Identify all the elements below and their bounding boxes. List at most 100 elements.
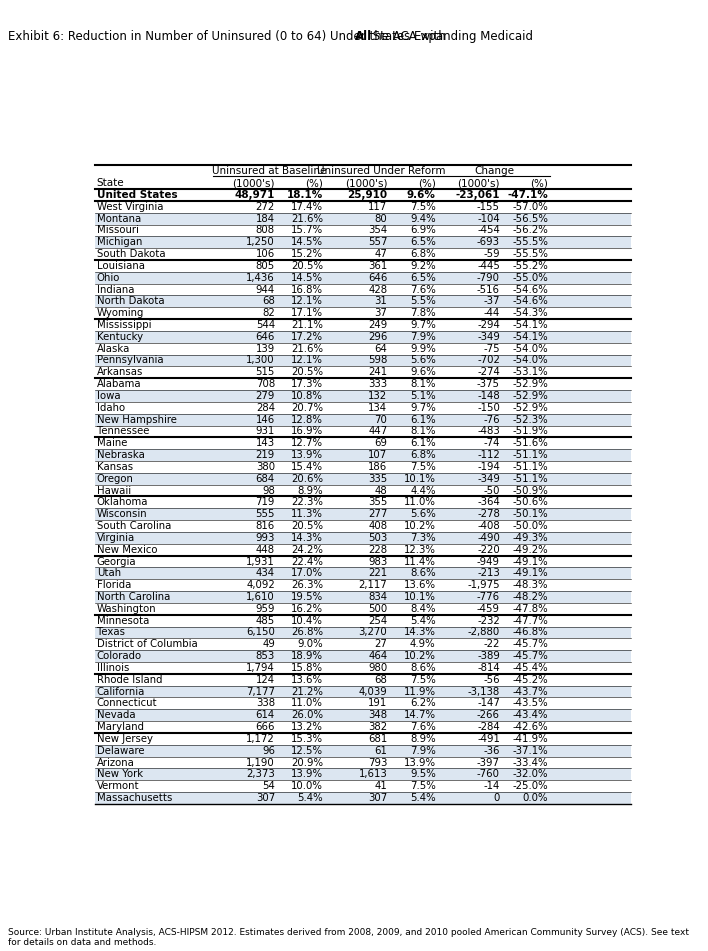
Text: -50.6%: -50.6% xyxy=(513,497,548,508)
Text: -104: -104 xyxy=(477,214,500,223)
Text: 69: 69 xyxy=(375,438,387,448)
Text: -51.6%: -51.6% xyxy=(513,438,548,448)
Text: 8.9%: 8.9% xyxy=(410,734,435,744)
Text: Missouri: Missouri xyxy=(97,225,139,236)
Text: 7.9%: 7.9% xyxy=(410,332,435,341)
Text: Maryland: Maryland xyxy=(97,722,144,732)
Text: 983: 983 xyxy=(368,556,387,567)
Text: -2,880: -2,880 xyxy=(468,628,500,637)
Text: 4,039: 4,039 xyxy=(359,687,387,696)
Text: Mississippi: Mississippi xyxy=(97,320,152,330)
Text: 9.2%: 9.2% xyxy=(410,261,435,271)
Text: 6.8%: 6.8% xyxy=(410,450,435,460)
Text: -76: -76 xyxy=(484,415,500,424)
Text: 10.2%: 10.2% xyxy=(404,521,435,531)
Text: 21.6%: 21.6% xyxy=(291,343,323,354)
Text: -52.9%: -52.9% xyxy=(513,403,548,413)
Text: 106: 106 xyxy=(256,249,275,259)
Text: (1000's): (1000's) xyxy=(232,178,275,188)
Text: 6,150: 6,150 xyxy=(246,628,275,637)
Text: 277: 277 xyxy=(368,509,387,519)
Text: 3,270: 3,270 xyxy=(359,628,387,637)
Text: 124: 124 xyxy=(256,675,275,685)
Text: 80: 80 xyxy=(375,214,387,223)
Text: 48: 48 xyxy=(375,486,387,495)
Text: 20.5%: 20.5% xyxy=(291,261,323,271)
Text: 191: 191 xyxy=(368,698,387,708)
Text: -364: -364 xyxy=(477,497,500,508)
Bar xyxy=(95,792,631,804)
Text: 382: 382 xyxy=(368,722,387,732)
Bar xyxy=(95,355,631,366)
Text: 8.6%: 8.6% xyxy=(410,569,435,578)
Text: 47: 47 xyxy=(375,249,387,259)
Text: 6.8%: 6.8% xyxy=(410,249,435,259)
Text: 354: 354 xyxy=(368,225,387,236)
Text: 21.6%: 21.6% xyxy=(291,214,323,223)
Bar xyxy=(95,224,631,237)
Text: -50.0%: -50.0% xyxy=(513,521,548,531)
Bar xyxy=(95,650,631,662)
Text: 9.6%: 9.6% xyxy=(407,190,435,200)
Text: 12.3%: 12.3% xyxy=(404,545,435,554)
Text: New Mexico: New Mexico xyxy=(97,545,157,554)
Text: Colorado: Colorado xyxy=(97,651,142,661)
Text: Pennsylvania: Pennsylvania xyxy=(97,356,164,365)
Text: 5.6%: 5.6% xyxy=(410,356,435,365)
Text: 448: 448 xyxy=(256,545,275,554)
Text: 428: 428 xyxy=(368,284,387,295)
Text: 0.0%: 0.0% xyxy=(523,793,548,803)
Text: 5.4%: 5.4% xyxy=(410,793,435,803)
Text: -445: -445 xyxy=(477,261,500,271)
Bar xyxy=(95,449,631,461)
Text: 2,373: 2,373 xyxy=(246,769,275,780)
Text: 1,931: 1,931 xyxy=(246,556,275,567)
Text: -490: -490 xyxy=(477,533,500,543)
Text: 254: 254 xyxy=(368,615,387,626)
Text: -760: -760 xyxy=(477,769,500,780)
Text: 805: 805 xyxy=(256,261,275,271)
Text: 13.6%: 13.6% xyxy=(291,675,323,685)
Text: -54.6%: -54.6% xyxy=(513,284,548,295)
Text: States Expanding Medicaid: States Expanding Medicaid xyxy=(370,30,534,44)
Bar xyxy=(95,485,631,496)
Text: 48,971: 48,971 xyxy=(234,190,275,200)
Text: 279: 279 xyxy=(256,391,275,401)
Bar xyxy=(95,260,631,272)
Bar xyxy=(95,662,631,674)
Bar xyxy=(95,248,631,260)
Text: -55.5%: -55.5% xyxy=(512,249,548,259)
Text: 7.8%: 7.8% xyxy=(410,308,435,319)
Text: 16.9%: 16.9% xyxy=(291,426,323,437)
Text: -949: -949 xyxy=(477,556,500,567)
Text: South Dakota: South Dakota xyxy=(97,249,166,259)
Text: 338: 338 xyxy=(256,698,275,708)
Text: 20.6%: 20.6% xyxy=(291,474,323,484)
Text: State: State xyxy=(97,178,125,188)
Text: 17.3%: 17.3% xyxy=(291,379,323,389)
Text: Uninsured Under Reform: Uninsured Under Reform xyxy=(317,166,446,176)
Text: 12.1%: 12.1% xyxy=(291,356,323,365)
Text: Wyoming: Wyoming xyxy=(97,308,144,319)
Bar xyxy=(95,508,631,520)
Text: (%): (%) xyxy=(418,178,435,188)
Text: -47.8%: -47.8% xyxy=(513,604,548,613)
Text: -50.9%: -50.9% xyxy=(513,486,548,495)
Text: 1,300: 1,300 xyxy=(246,356,275,365)
Text: 24.2%: 24.2% xyxy=(291,545,323,554)
Text: 10.1%: 10.1% xyxy=(404,474,435,484)
Text: -56: -56 xyxy=(484,675,500,685)
Text: 500: 500 xyxy=(368,604,387,613)
Text: Exhibit 6: Reduction in Number of Uninsured (0 to 64) Under the ACA with: Exhibit 6: Reduction in Number of Uninsu… xyxy=(8,30,450,44)
Text: -55.0%: -55.0% xyxy=(513,273,548,282)
Text: 1,172: 1,172 xyxy=(246,734,275,744)
Text: 221: 221 xyxy=(368,569,387,578)
Bar xyxy=(95,461,631,473)
Text: 13.9%: 13.9% xyxy=(404,758,435,767)
Text: 15.3%: 15.3% xyxy=(291,734,323,744)
Text: -112: -112 xyxy=(477,450,500,460)
Text: -46.8%: -46.8% xyxy=(513,628,548,637)
Text: 993: 993 xyxy=(256,533,275,543)
Text: 10.1%: 10.1% xyxy=(404,592,435,602)
Bar xyxy=(95,272,631,283)
